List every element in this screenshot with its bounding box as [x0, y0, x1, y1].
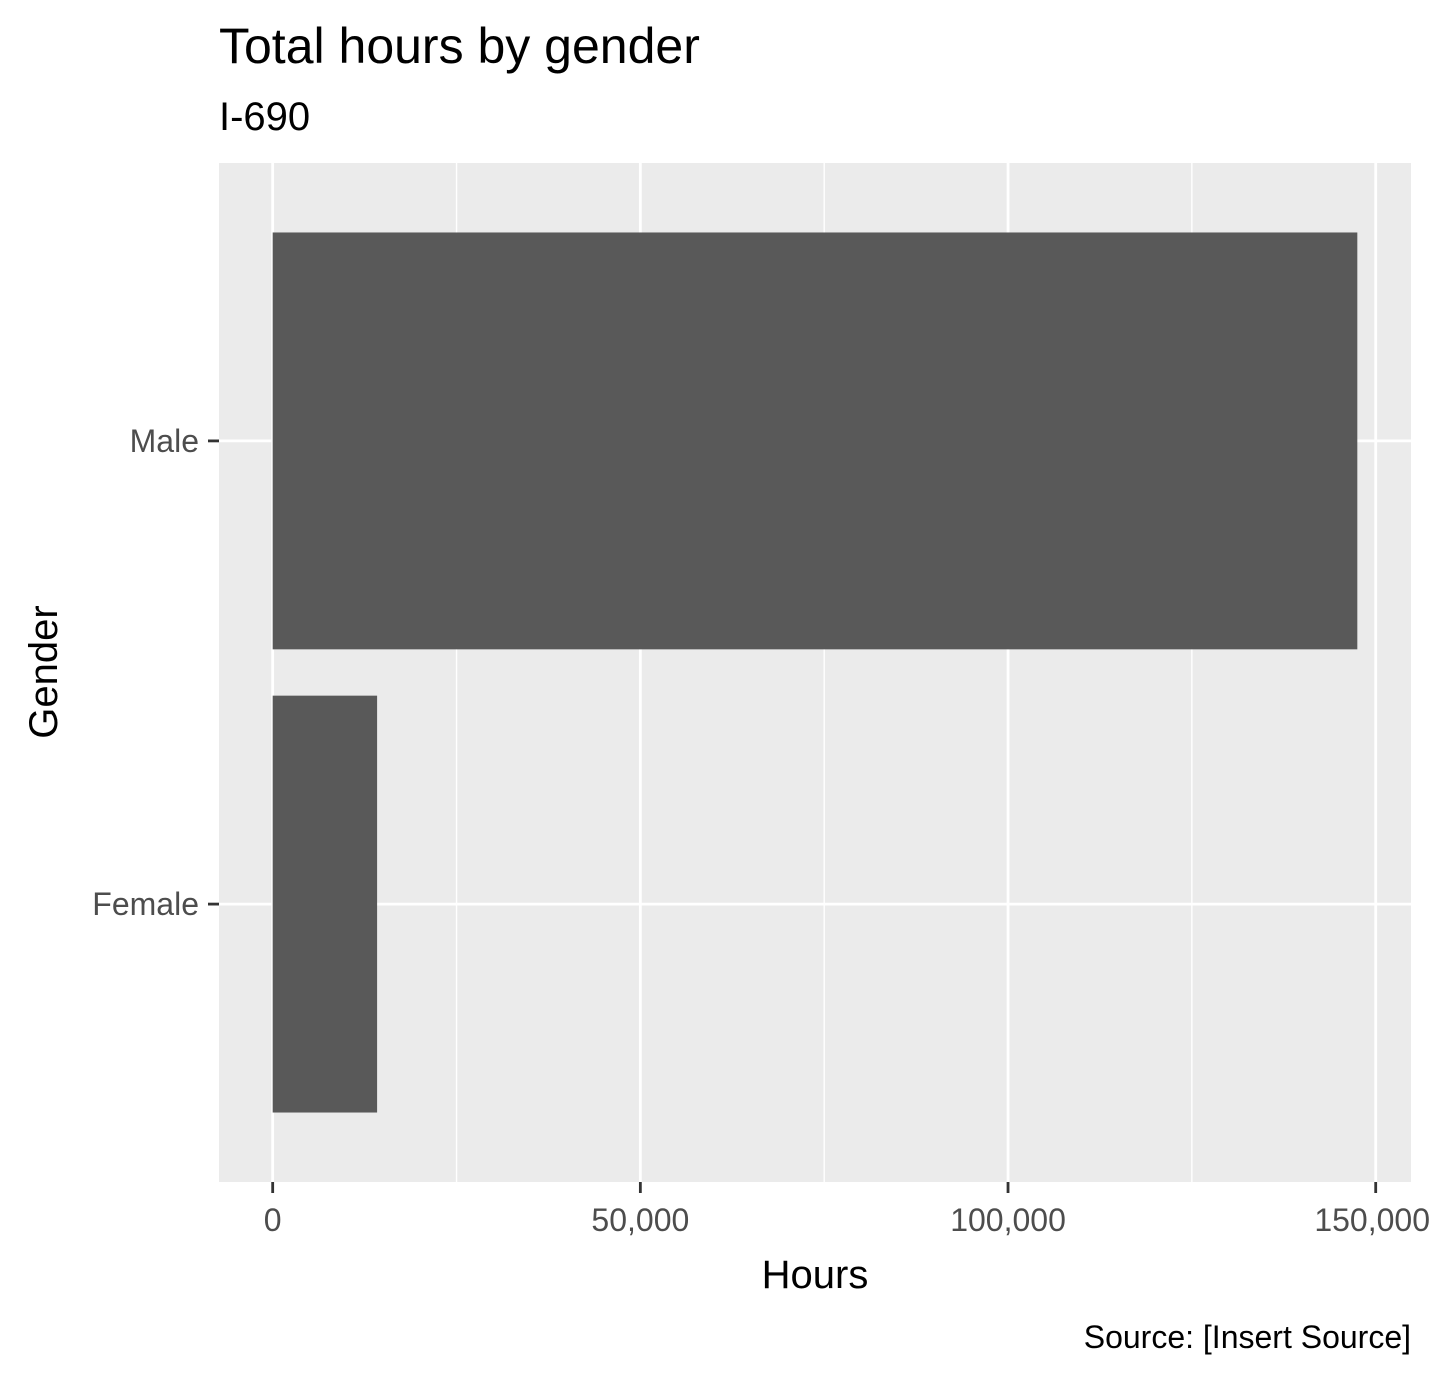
bar-male — [272, 232, 1358, 650]
x-tick-label: 0 — [264, 1202, 282, 1238]
y-tick-label: Male — [130, 423, 199, 459]
y-axis-title: Gender — [22, 605, 66, 738]
x-axis-title: Hours — [762, 1253, 869, 1297]
x-tick-label: 100,000 — [950, 1202, 1066, 1238]
chart-caption: Source: [Insert Source] — [1084, 1319, 1411, 1355]
y-tick-label: Female — [92, 886, 199, 922]
x-tick-label: 50,000 — [591, 1202, 689, 1238]
bar-female — [272, 695, 378, 1113]
y-axis: Female Male — [92, 423, 219, 922]
x-tick-label: 150,000 — [1314, 1202, 1430, 1238]
chart-title: Total hours by gender — [219, 18, 700, 74]
bars — [272, 232, 1358, 1113]
chart-subtitle: I-690 — [219, 95, 310, 139]
x-axis: 0 50,000 100,000 150,000 — [264, 1182, 1430, 1238]
